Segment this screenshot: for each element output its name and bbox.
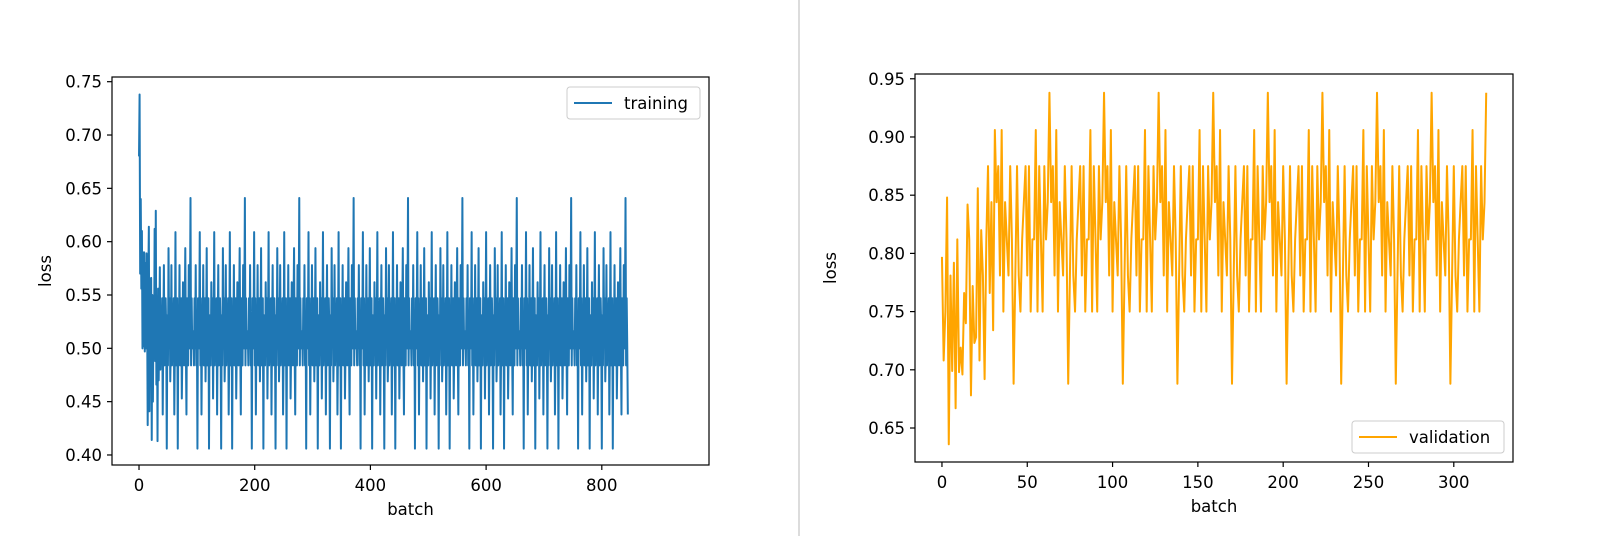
plot-frame	[111, 76, 710, 466]
y-tick-label: 0.90	[868, 128, 905, 147]
y-tick-label: 0.70	[65, 126, 102, 145]
y-tick-label: 0.65	[868, 419, 905, 438]
x-tick-label: 100	[1097, 473, 1129, 492]
legend-box	[566, 86, 701, 120]
x-tick-label: 300	[1438, 473, 1470, 492]
y-axis-label: loss	[821, 252, 840, 284]
legend: training	[566, 86, 701, 120]
legend-box	[1351, 420, 1505, 454]
x-tick-label: 250	[1353, 473, 1385, 492]
x-tick-label: 50	[1017, 473, 1038, 492]
series-line-validation	[940, 91, 1488, 446]
legend: validation	[1351, 420, 1505, 454]
validation-loss-chart: 0 50 100 150 200 250 300 0.65 0.70 0.75 0.80 0.85 0.…	[821, 70, 1514, 516]
y-axis-label: loss	[36, 255, 55, 287]
x-tick-label: 400	[355, 476, 387, 495]
y-tick-label: 0.75	[868, 303, 905, 322]
x-tick-label: 0	[134, 476, 145, 495]
x-axis-label: batch	[1191, 497, 1238, 516]
y-tick-label: 0.50	[65, 339, 102, 358]
panel-divider	[798, 0, 800, 536]
x-tick-label: 600	[470, 476, 502, 495]
series-line-training	[138, 93, 629, 450]
plot-frame	[914, 73, 1514, 463]
y-tick-label: 0.40	[65, 446, 102, 465]
x-tick-label: 800	[586, 476, 618, 495]
y-tick-label: 0.70	[868, 361, 905, 380]
y-tick-label: 0.60	[65, 233, 102, 252]
legend-label-validation: validation	[1409, 428, 1490, 447]
y-tick-label: 0.45	[65, 393, 102, 412]
legend-label-training: training	[624, 94, 688, 113]
training-loss-chart: 0 200 400 600 800 0.40 0.45 0.50 0.55 0.60 0.65 0.7…	[36, 73, 710, 519]
x-tick-label: 0	[937, 473, 948, 492]
y-tick-label: 0.55	[65, 286, 102, 305]
y-tick-label: 0.75	[65, 73, 102, 92]
x-tick-label: 150	[1182, 473, 1214, 492]
y-tick-label: 0.80	[868, 244, 905, 263]
x-axis-label: batch	[387, 500, 434, 519]
x-tick-label: 200	[239, 476, 271, 495]
y-tick-label: 0.65	[65, 179, 102, 198]
y-tick-label: 0.85	[868, 186, 905, 205]
x-tick-label: 200	[1267, 473, 1299, 492]
y-tick-label: 0.95	[868, 70, 905, 89]
